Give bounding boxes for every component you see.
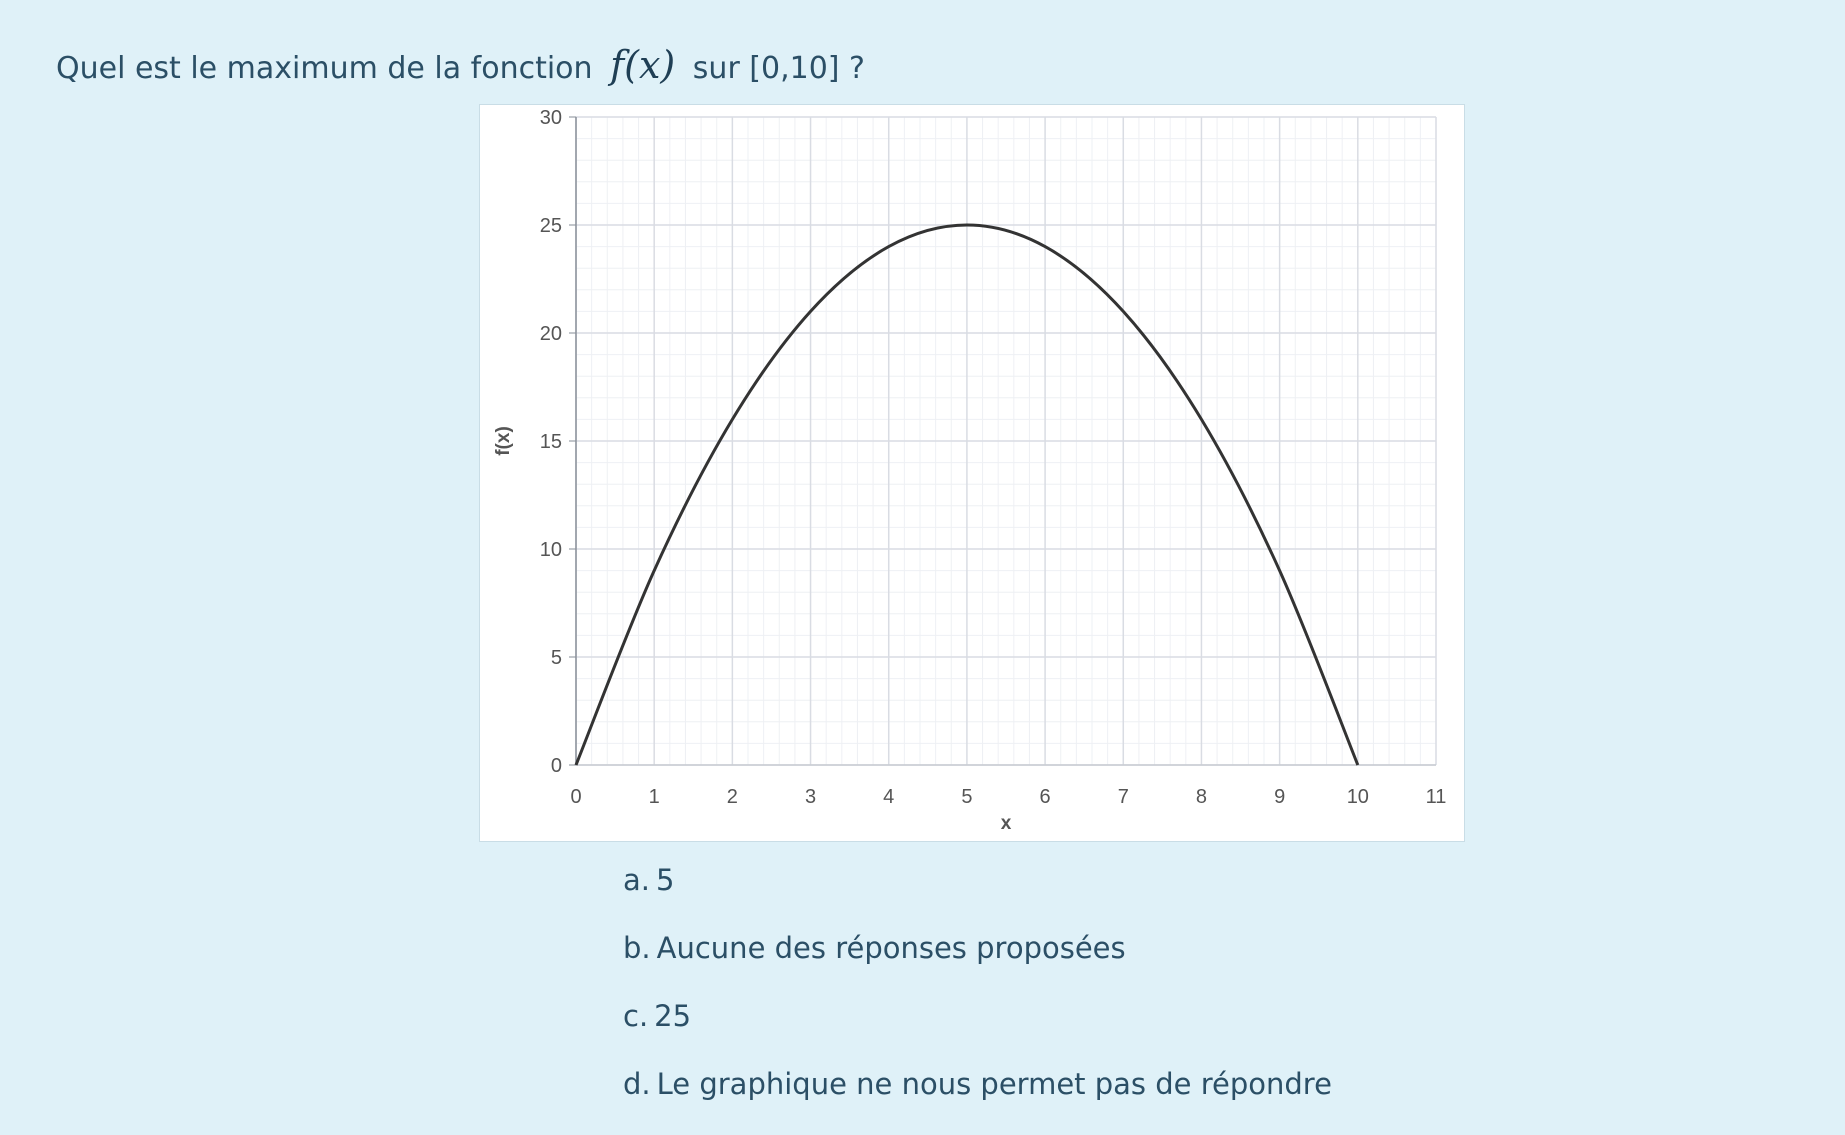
answer-letter: c. — [623, 999, 649, 1033]
answer-option-b[interactable]: b. Aucune des réponses proposées — [623, 928, 1332, 996]
x-tick-label: 0 — [570, 786, 581, 808]
x-tick-label: 2 — [727, 786, 738, 808]
x-axis-title: x — [1001, 813, 1012, 834]
series-line — [574, 223, 1360, 766]
x-tick-label: 6 — [1040, 786, 1051, 808]
answer-letter: a. — [623, 863, 650, 897]
y-tick-label: 5 — [551, 647, 562, 669]
x-tick-label: 5 — [961, 786, 972, 808]
answer-text: 5 — [656, 863, 675, 897]
x-tick-label: 3 — [805, 786, 816, 808]
x-tick-label: 11 — [1426, 786, 1447, 808]
y-tick-label: 15 — [540, 431, 562, 453]
answer-text: 25 — [654, 999, 692, 1033]
answer-text: Aucune des réponses proposées — [656, 931, 1126, 965]
chart-grid — [575, 116, 1437, 766]
function-chart: 0 5 10 15 20 25 30 0 1 2 3 4 5 6 7 8 9 10 11 x f(x) — [479, 104, 1465, 842]
answer-option-c[interactable]: c. 25 — [623, 996, 1332, 1064]
question-text: Quel est le maximum de la fonction f(x) … — [56, 38, 865, 96]
answer-list: a. 5 b. Aucune des réponses proposées c. 25… — [623, 860, 1332, 1132]
y-tick-label: 10 — [540, 539, 562, 561]
answer-text: Le graphique ne nous permet pas de répon… — [656, 1067, 1332, 1101]
y-tick-label: 25 — [540, 215, 562, 237]
x-tick-label: 4 — [883, 786, 894, 808]
x-tick-label: 10 — [1347, 786, 1369, 808]
y-tick-label: 0 — [551, 755, 562, 777]
y-tick-label: 30 — [540, 107, 562, 129]
answer-option-a[interactable]: a. 5 — [623, 860, 1332, 928]
question-prefix: Quel est le maximum de la fonction — [56, 51, 593, 86]
chart-axes — [569, 116, 1436, 766]
y-axis-title: f(x) — [493, 426, 514, 456]
x-tick-label: 7 — [1118, 786, 1129, 808]
answer-option-d[interactable]: d. Le graphique ne nous permet pas de rép… — [623, 1064, 1332, 1132]
chart-svg: 0 5 10 15 20 25 30 0 1 2 3 4 5 6 7 8 9 10 11 x f(x) — [493, 107, 1446, 834]
answer-letter: b. — [623, 931, 651, 965]
answer-letter: d. — [623, 1067, 651, 1101]
chart-series — [574, 223, 1360, 766]
x-tick-label: 1 — [649, 786, 660, 808]
function-notation: f(x) — [610, 43, 676, 87]
question-suffix: sur [0,10] ? — [692, 51, 865, 86]
chart-labels: 0 5 10 15 20 25 30 0 1 2 3 4 5 6 7 8 9 10 11 x f(x) — [493, 107, 1446, 834]
x-tick-label: 9 — [1274, 786, 1285, 808]
x-tick-label: 8 — [1196, 786, 1207, 808]
y-tick-label: 20 — [540, 323, 562, 345]
